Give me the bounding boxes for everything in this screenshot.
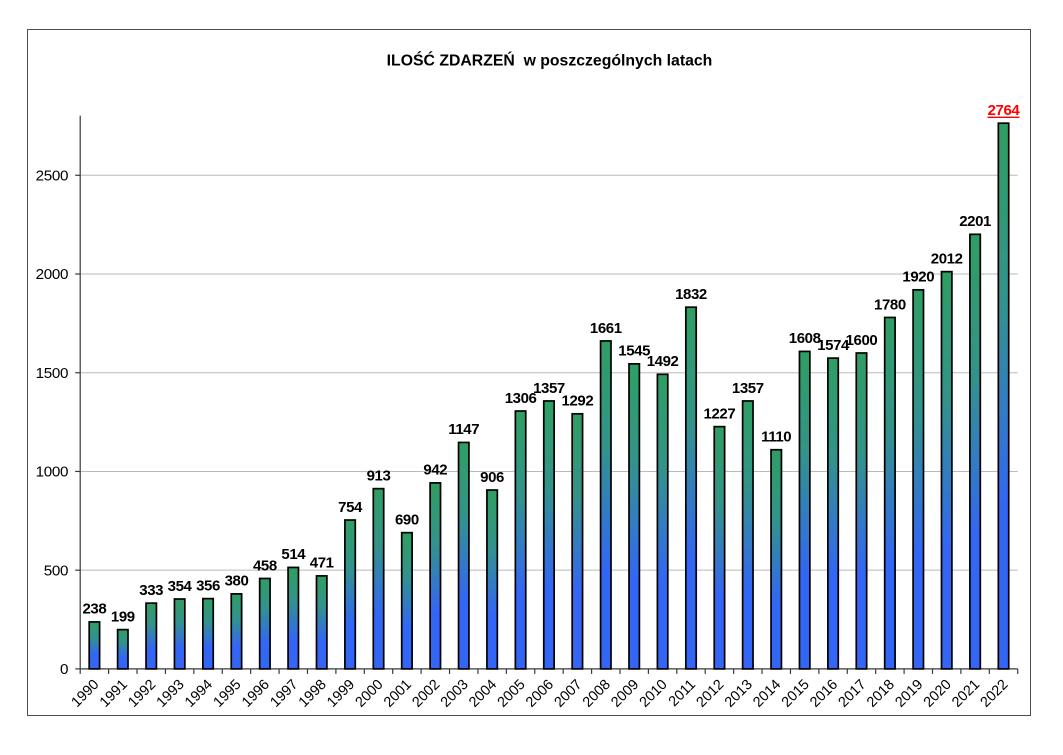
svg-text:942: 942 [423, 462, 447, 479]
svg-text:1492: 1492 [647, 353, 679, 370]
svg-text:1292: 1292 [562, 393, 594, 410]
svg-text:913: 913 [367, 467, 391, 484]
svg-text:238: 238 [82, 601, 106, 618]
svg-text:1780: 1780 [874, 296, 906, 313]
svg-text:2000: 2000 [36, 266, 69, 283]
svg-text:1832: 1832 [675, 286, 707, 303]
svg-text:1357: 1357 [533, 380, 565, 397]
svg-text:500: 500 [44, 562, 68, 579]
svg-text:1574: 1574 [817, 337, 850, 354]
svg-text:2201: 2201 [959, 213, 991, 230]
svg-text:354: 354 [168, 578, 193, 595]
svg-text:1227: 1227 [704, 405, 736, 422]
svg-text:1661: 1661 [590, 320, 622, 337]
svg-text:1147: 1147 [448, 421, 479, 438]
svg-text:1600: 1600 [846, 332, 878, 349]
svg-text:1000: 1000 [36, 464, 69, 481]
svg-text:2764: 2764 [988, 102, 1021, 119]
svg-text:458: 458 [253, 557, 277, 574]
svg-text:906: 906 [480, 469, 504, 486]
svg-text:1306: 1306 [505, 390, 537, 407]
svg-text:380: 380 [225, 573, 249, 590]
svg-text:690: 690 [395, 512, 419, 529]
svg-text:356: 356 [196, 577, 220, 594]
svg-text:1608: 1608 [789, 330, 821, 347]
svg-text:754: 754 [338, 499, 363, 516]
svg-text:2500: 2500 [36, 168, 69, 185]
svg-text:0: 0 [60, 661, 68, 678]
svg-text:471: 471 [310, 555, 334, 572]
svg-text:1357: 1357 [732, 380, 764, 397]
svg-text:1110: 1110 [761, 429, 791, 446]
svg-text:333: 333 [139, 582, 163, 599]
svg-text:1500: 1500 [36, 365, 69, 382]
svg-text:1545: 1545 [618, 343, 650, 360]
svg-text:514: 514 [281, 546, 306, 563]
svg-text:ILOŚĆ ZDARZEŃ w poszczególnyc: ILOŚĆ ZDARZEŃ w poszczególnych latach [387, 51, 713, 70]
svg-text:1920: 1920 [902, 269, 934, 286]
svg-text:2012: 2012 [931, 251, 963, 268]
svg-text:199: 199 [111, 608, 135, 625]
